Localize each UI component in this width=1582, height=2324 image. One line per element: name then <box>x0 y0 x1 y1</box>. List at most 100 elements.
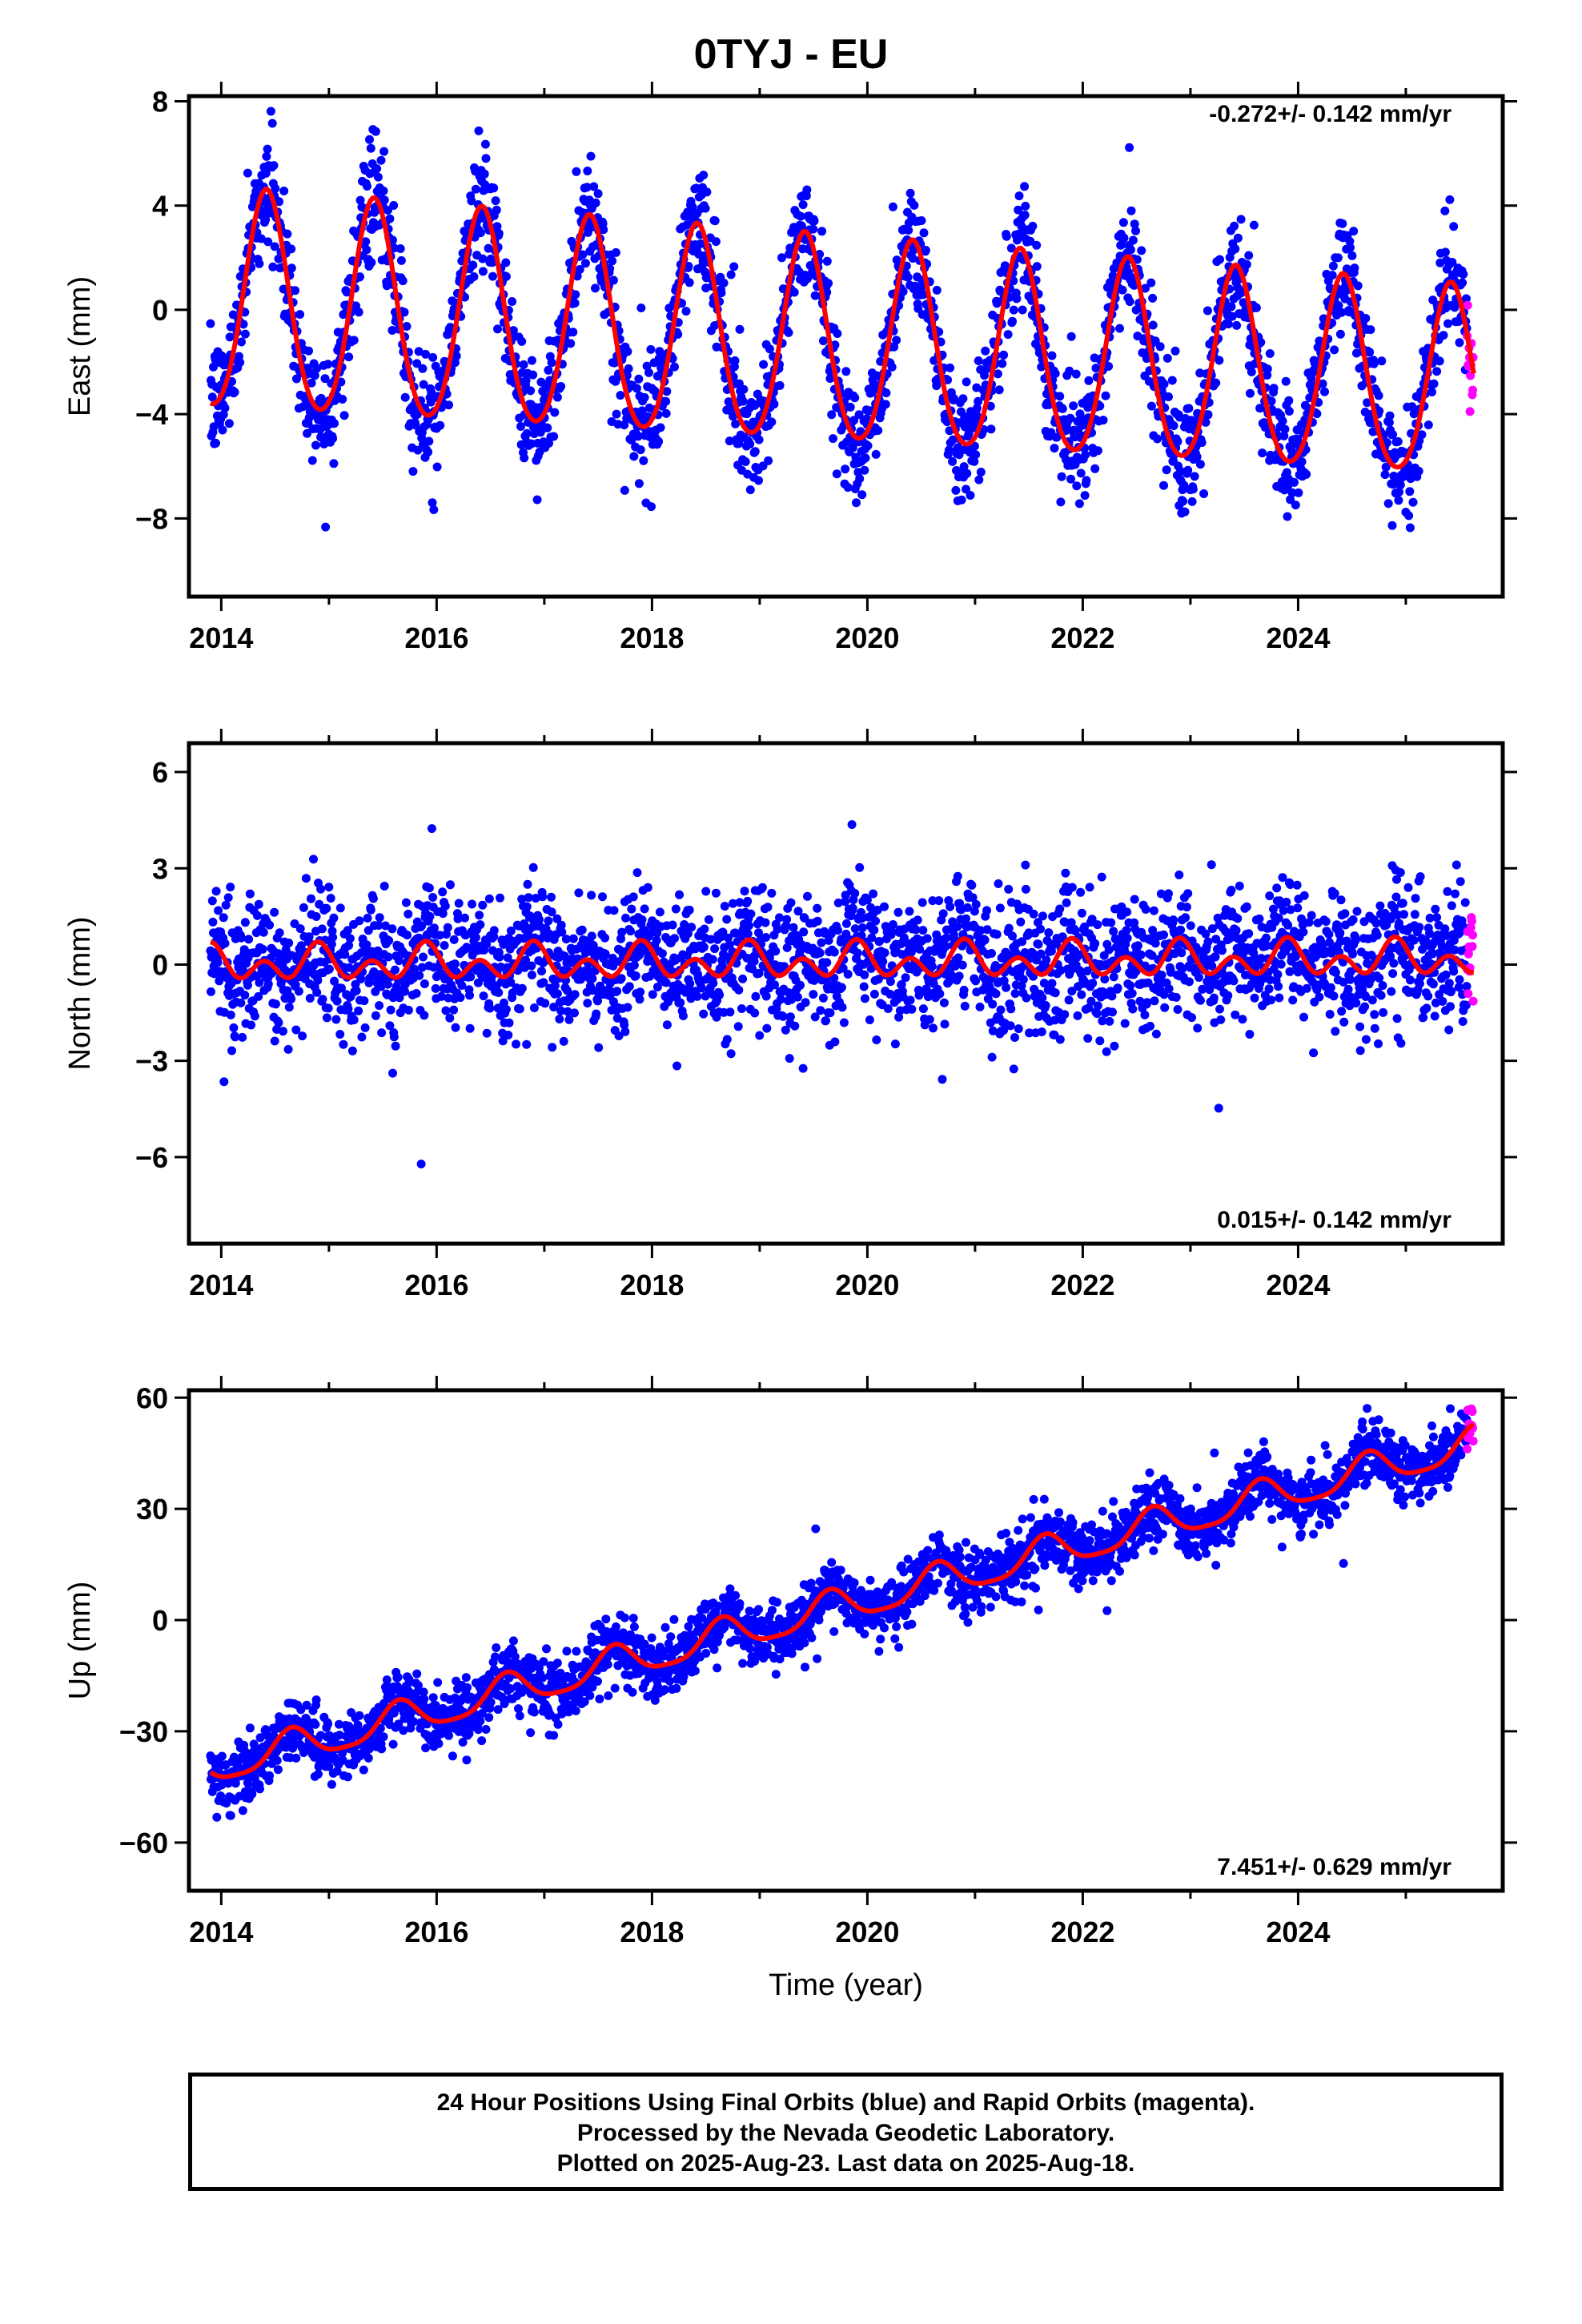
final-point <box>499 939 508 949</box>
final-point <box>1385 411 1395 420</box>
plot-frame <box>187 94 1505 599</box>
final-point <box>506 978 516 987</box>
final-point <box>853 948 862 958</box>
final-point <box>1109 972 1118 982</box>
final-point <box>1203 306 1212 316</box>
final-point <box>1044 928 1054 938</box>
final-point <box>520 963 529 972</box>
final-point <box>1283 920 1293 930</box>
final-point <box>726 270 736 279</box>
final-point <box>685 905 694 915</box>
final-point <box>1006 1021 1015 1031</box>
final-point <box>424 883 434 893</box>
final-point <box>290 919 299 928</box>
final-point <box>1201 929 1211 939</box>
final-point <box>1384 418 1394 428</box>
final-point <box>1215 255 1224 264</box>
y-tick-label: −8 <box>135 502 168 535</box>
final-point <box>428 498 437 508</box>
final-point <box>1307 911 1316 920</box>
final-point <box>987 949 996 958</box>
final-point <box>1137 246 1146 255</box>
final-point <box>951 485 961 495</box>
final-point <box>1064 995 1074 1005</box>
final-point <box>676 998 685 1007</box>
final-point <box>711 888 721 898</box>
final-point <box>424 448 433 456</box>
final-point <box>1207 860 1216 870</box>
final-point <box>1283 512 1292 521</box>
final-point <box>1286 880 1295 889</box>
final-point <box>1338 219 1347 228</box>
final-point <box>1135 996 1145 1006</box>
final-point <box>316 884 326 894</box>
final-point <box>598 892 607 902</box>
final-point <box>905 995 915 1005</box>
final-point <box>1231 1010 1240 1019</box>
final-point <box>1050 1015 1060 1025</box>
final-point <box>699 943 709 952</box>
final-point <box>315 899 324 909</box>
final-point <box>240 329 250 339</box>
final-point <box>310 371 319 380</box>
final-point <box>699 171 709 180</box>
final-point <box>227 1046 236 1055</box>
final-point <box>662 387 672 396</box>
final-point <box>1186 921 1195 931</box>
final-point <box>1071 369 1081 379</box>
final-point <box>986 424 996 434</box>
final-point <box>328 933 338 942</box>
final-point <box>379 882 389 891</box>
final-point <box>213 958 223 967</box>
final-point <box>843 970 853 979</box>
final-point <box>730 356 740 365</box>
final-point <box>616 974 626 983</box>
final-point <box>1435 356 1444 366</box>
final-point <box>854 410 864 420</box>
final-point <box>1197 438 1207 448</box>
final-point <box>1055 392 1065 401</box>
final-point <box>1160 1003 1170 1012</box>
final-point <box>967 880 977 890</box>
final-point <box>247 1020 256 1030</box>
final-point <box>335 1030 345 1039</box>
final-point <box>283 1044 293 1054</box>
final-point <box>974 475 984 485</box>
final-point <box>648 990 657 999</box>
final-point <box>1020 182 1030 191</box>
final-point <box>1455 338 1464 348</box>
final-point <box>921 246 930 255</box>
final-point <box>521 955 530 965</box>
final-point <box>479 991 488 1001</box>
final-point <box>719 1007 729 1017</box>
final-point <box>644 368 653 377</box>
final-point <box>1284 396 1294 405</box>
final-point <box>375 1001 384 1011</box>
final-point <box>529 1003 539 1012</box>
final-point <box>1067 987 1077 996</box>
final-point <box>1232 320 1242 330</box>
final-point <box>543 423 552 432</box>
final-point <box>761 933 771 942</box>
final-point <box>841 919 851 928</box>
final-point <box>1180 507 1190 517</box>
final-point <box>941 942 950 951</box>
final-point <box>1169 421 1178 430</box>
final-point <box>219 913 228 923</box>
final-point <box>454 899 464 908</box>
final-point <box>1325 1010 1335 1019</box>
final-point <box>375 913 384 923</box>
final-point <box>561 935 571 944</box>
final-point <box>809 216 819 226</box>
final-point <box>240 918 250 927</box>
final-point <box>270 907 279 917</box>
final-point <box>911 925 921 935</box>
final-point <box>1229 976 1239 986</box>
final-point <box>848 903 857 913</box>
final-point <box>1244 929 1254 939</box>
final-point <box>524 893 533 903</box>
final-point <box>620 1020 629 1030</box>
final-point <box>1203 937 1213 947</box>
final-point <box>1209 993 1219 1003</box>
